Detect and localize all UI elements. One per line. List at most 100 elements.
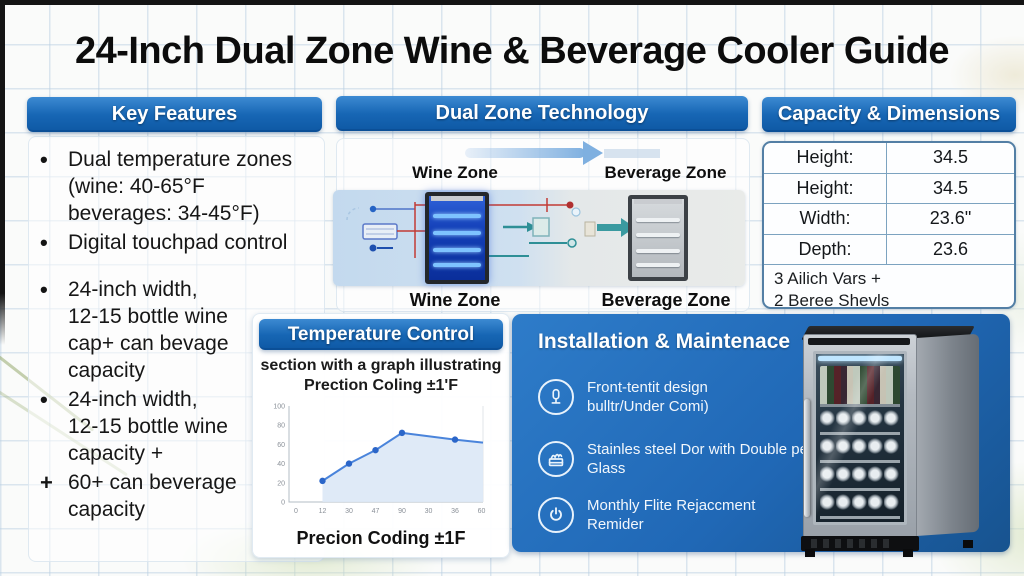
capacity-header: Capacity & Dimensions (762, 97, 1016, 132)
beverage-zone-label-top: Beverage Zone (604, 163, 727, 182)
list-item: • Dual temperature zones (wine: 40-65°F … (40, 146, 320, 227)
temperature-subtitle: section with a graph illustrating Precti… (260, 357, 502, 394)
beverage-zone-fridge-image (628, 195, 688, 281)
standing-wine-bottles (820, 366, 900, 407)
table-row: Depth: 23.6 (764, 234, 1014, 265)
svg-text:30: 30 (425, 508, 433, 515)
svg-text:20: 20 (277, 480, 285, 487)
svg-text:30: 30 (345, 508, 353, 515)
bottle-rack (820, 406, 900, 435)
installation-item-text: Stainles steel Dor with Double peer Glas… (587, 441, 821, 477)
installation-item-text: Front-tentit design bulltr/Under Comi) (587, 379, 709, 415)
base-vent (811, 539, 891, 548)
fridge-shelf (636, 217, 680, 222)
bottle-rack (820, 462, 900, 491)
dual-zone-header: Dual Zone Technology (336, 96, 748, 131)
chart-caption: Precion Coding ±1F (296, 528, 466, 548)
feature-text: Digital touchpad control (68, 231, 288, 254)
svg-text:36: 36 (451, 508, 459, 515)
svg-text:60: 60 (277, 442, 285, 449)
frame-edge (0, 0, 5, 345)
list-item: + 60+ can beverage capacity (40, 469, 320, 523)
cooler-foot (963, 540, 973, 548)
wine-zone-label-bottom: Wine Zone (409, 290, 501, 310)
vent-icon (538, 379, 574, 415)
bullet-marker: + (40, 470, 53, 495)
bottle-rack (820, 490, 900, 519)
feature-text: Dual temperature zones (wine: 40-65°F be… (68, 148, 293, 225)
feature-text: 60+ can beverage capacity (68, 471, 237, 521)
table-row: Width: 23.6" (764, 204, 1014, 235)
interior-led-light (818, 356, 902, 361)
bottle-rack (820, 434, 900, 463)
list-item: • 24-inch width, 12-15 bottle wine cap+ … (40, 276, 320, 384)
svg-text:80: 80 (277, 423, 285, 430)
fridge-shelf (433, 263, 481, 268)
cooling-schematic (346, 198, 635, 258)
fridge-top-strip (634, 199, 682, 204)
svg-text:90: 90 (398, 508, 406, 515)
door-glass-icon (538, 441, 574, 477)
fridge-shelf (433, 214, 481, 219)
cooler-foot (805, 549, 815, 557)
bullet-marker: • (40, 277, 48, 302)
list-item: • 24-inch width, 12-15 bottle wine capac… (40, 386, 320, 467)
door-handle (804, 399, 810, 517)
temperature-header: Temperature Control (259, 319, 503, 350)
fridge-top-strip (431, 196, 483, 201)
bullet-marker: • (40, 147, 48, 172)
cooler-glass-door (813, 351, 907, 525)
feature-text: 24-inch width, 12-15 bottle wine cap+ ca… (68, 278, 229, 382)
key-features-header: Key Features (27, 97, 322, 132)
svg-text:0: 0 (281, 500, 285, 507)
key-features-list: • Dual temperature zones (wine: 40-65°F … (40, 146, 320, 525)
dimension-value: 23.6" (929, 208, 972, 228)
glass-reflection (816, 354, 904, 522)
fridge-shelf (636, 262, 680, 267)
flow-arrow-head (583, 141, 603, 165)
product-photo-wine-cooler (795, 318, 1010, 557)
cooler-control-display (808, 338, 910, 345)
svg-text:0: 0 (294, 508, 298, 515)
bullet-marker: • (40, 230, 48, 255)
wine-zone-label-top: Wine Zone (412, 163, 498, 182)
flow-arrow-tail (604, 149, 660, 158)
table-row: Height: 34.5 (764, 143, 1014, 174)
feature-text: 24-inch width, 12-15 bottle wine capacit… (68, 388, 228, 465)
dimension-value: 34.5 (932, 147, 969, 167)
flow-arrow (465, 148, 585, 158)
table-row: Height: 34.5 (764, 173, 1014, 204)
installation-item-text: Monthly Flite Rejaccment Remider (587, 497, 756, 533)
svg-text:40: 40 (277, 461, 285, 468)
fridge-shelf (636, 233, 680, 238)
fridge-shelf (636, 248, 680, 253)
fridge-shelf (433, 248, 481, 253)
fridge-shelf (433, 231, 481, 236)
reminder-icon (538, 497, 574, 533)
svg-text:12: 12 (319, 508, 327, 515)
dimension-value: 23.6 (932, 238, 969, 259)
cooler-base (801, 536, 919, 551)
cooler-front (803, 334, 917, 538)
bullet-marker: • (40, 387, 48, 412)
frame-edge (0, 0, 1024, 5)
beverage-zone-label-bottom: Beverage Zone (601, 290, 731, 310)
installation-header: Installation & Maintenace (538, 330, 791, 353)
wine-zone-fridge-image (425, 192, 489, 284)
note-line: 2 Beree Shevls (774, 291, 890, 309)
dimension-label: Width: (764, 204, 887, 234)
dimension-label: Depth: (764, 234, 887, 264)
temperature-control-card: Temperature Control section with a graph… (252, 313, 510, 558)
capacity-dimensions-table: Height: 34.5 Height: 34.5 Width: 23.6" D… (762, 141, 1016, 309)
dimension-value: 34.5 (932, 177, 969, 198)
note-line: 3 Ailich Vars + (774, 269, 881, 288)
svg-text:100: 100 (273, 404, 285, 411)
list-item: Front-tentit design bulltr/Under Comi) (538, 378, 709, 416)
page-title: 24-Inch Dual Zone Wine & Beverage Cooler… (74, 30, 950, 72)
cooler-foot (903, 549, 913, 557)
svg-text:60: 60 (478, 508, 486, 515)
svg-text:47: 47 (372, 508, 380, 515)
dimension-label: Height: (764, 143, 887, 173)
list-item: Stainles steel Dor with Double peer Glas… (538, 440, 821, 478)
dual-zone-diagram (333, 190, 745, 286)
